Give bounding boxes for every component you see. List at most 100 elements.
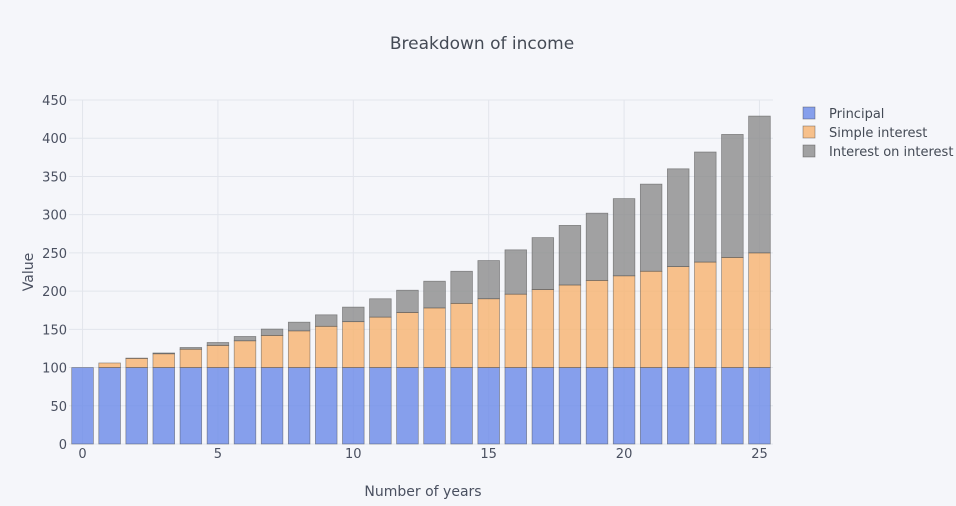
bar-principal[interactable] bbox=[612, 367, 636, 445]
bar-principal[interactable] bbox=[98, 367, 121, 445]
bar-simple-interest[interactable] bbox=[585, 280, 609, 368]
bar-principal[interactable] bbox=[531, 367, 555, 445]
bar-principal[interactable] bbox=[504, 367, 527, 445]
legend-swatch bbox=[802, 106, 816, 120]
bar-interest-on-interest[interactable] bbox=[585, 212, 609, 281]
bar-interest-on-interest[interactable] bbox=[179, 347, 203, 350]
bar-principal[interactable] bbox=[71, 367, 94, 445]
bar-principal[interactable] bbox=[260, 367, 284, 445]
bar-simple-interest[interactable] bbox=[315, 325, 338, 368]
y-tick-label: 150 bbox=[42, 323, 67, 338]
bar-interest-on-interest[interactable] bbox=[260, 328, 284, 336]
bar-interest-on-interest[interactable] bbox=[504, 249, 527, 295]
y-tick-label: 200 bbox=[42, 285, 67, 300]
bar-simple-interest[interactable] bbox=[287, 330, 311, 368]
bar-simple-interest[interactable] bbox=[477, 298, 500, 368]
bar-principal[interactable] bbox=[125, 367, 148, 445]
bar-simple-interest[interactable] bbox=[504, 293, 527, 368]
bar-simple-interest[interactable] bbox=[694, 261, 717, 368]
bar-principal[interactable] bbox=[585, 367, 609, 445]
bar-principal[interactable] bbox=[152, 367, 175, 445]
bar-principal[interactable] bbox=[477, 367, 500, 445]
bar-interest-on-interest[interactable] bbox=[531, 237, 555, 290]
y-tick-label: 250 bbox=[42, 247, 67, 262]
bar-interest-on-interest[interactable] bbox=[721, 134, 744, 258]
bar-principal[interactable] bbox=[639, 367, 663, 445]
bar-interest-on-interest[interactable] bbox=[612, 198, 636, 277]
bar-interest-on-interest[interactable] bbox=[694, 151, 717, 263]
bar-interest-on-interest[interactable] bbox=[639, 183, 663, 272]
bar-simple-interest[interactable] bbox=[152, 353, 175, 368]
x-tick-label: 15 bbox=[480, 447, 497, 462]
bar-principal[interactable] bbox=[369, 367, 392, 445]
bar-simple-interest[interactable] bbox=[423, 307, 446, 368]
legend-label: Interest on interest bbox=[829, 145, 953, 160]
bar-simple-interest[interactable] bbox=[396, 312, 419, 368]
legend-label: Simple interest bbox=[829, 126, 927, 141]
bar-interest-on-interest[interactable] bbox=[152, 352, 175, 355]
bar-simple-interest[interactable] bbox=[450, 302, 473, 368]
bar-simple-interest[interactable] bbox=[721, 257, 744, 368]
legend-swatch bbox=[802, 144, 816, 158]
bar-principal[interactable] bbox=[396, 367, 419, 445]
x-axis-ticks: 0 5 10 15 20 25 bbox=[78, 447, 767, 462]
bar-principal[interactable] bbox=[179, 367, 203, 445]
y-tick-label: 400 bbox=[42, 132, 67, 147]
bar-principal[interactable] bbox=[342, 367, 365, 445]
chart-title: Breakdown of income bbox=[390, 34, 574, 54]
legend[interactable]: Principal Simple interest Interest on inte… bbox=[802, 106, 953, 160]
bar-principal[interactable] bbox=[748, 367, 771, 445]
bar-principal[interactable] bbox=[558, 367, 582, 445]
bar-simple-interest[interactable] bbox=[125, 358, 148, 368]
bar-simple-interest[interactable] bbox=[98, 362, 121, 368]
bar-principal[interactable] bbox=[450, 367, 473, 445]
bar-interest-on-interest[interactable] bbox=[667, 168, 690, 267]
x-tick-label: 25 bbox=[751, 447, 768, 462]
bar-interest-on-interest[interactable] bbox=[748, 115, 771, 254]
bar-interest-on-interest[interactable] bbox=[369, 298, 392, 318]
bar-principal[interactable] bbox=[721, 367, 744, 445]
bar-interest-on-interest[interactable] bbox=[450, 270, 473, 304]
y-axis-ticks: 0 50 100 150 200 250 300 350 400 450 bbox=[42, 94, 67, 453]
bar-simple-interest[interactable] bbox=[667, 266, 690, 368]
bar-simple-interest[interactable] bbox=[531, 289, 555, 368]
legend-item-principal[interactable]: Principal bbox=[802, 106, 884, 122]
legend-item-simple-interest[interactable]: Simple interest bbox=[802, 125, 927, 141]
x-tick-label: 10 bbox=[345, 447, 362, 462]
x-tick-label: 20 bbox=[616, 447, 633, 462]
bar-interest-on-interest[interactable] bbox=[342, 306, 365, 323]
bar-simple-interest[interactable] bbox=[369, 316, 392, 368]
bar-simple-interest[interactable] bbox=[342, 321, 365, 368]
bar-simple-interest[interactable] bbox=[558, 284, 582, 368]
bar-principal[interactable] bbox=[667, 367, 690, 445]
bar-interest-on-interest[interactable] bbox=[287, 321, 311, 332]
bar-simple-interest[interactable] bbox=[260, 335, 284, 368]
bar-simple-interest[interactable] bbox=[206, 345, 230, 368]
legend-item-interest-on-interest[interactable]: Interest on interest bbox=[802, 144, 953, 160]
bar-interest-on-interest[interactable] bbox=[558, 225, 582, 286]
bar-interest-on-interest[interactable] bbox=[423, 280, 446, 309]
bar-simple-interest[interactable] bbox=[748, 252, 771, 368]
bar-interest-on-interest[interactable] bbox=[206, 342, 230, 346]
bar-principal[interactable] bbox=[206, 367, 230, 445]
bar-interest-on-interest[interactable] bbox=[233, 336, 257, 342]
bar-principal[interactable] bbox=[233, 367, 257, 445]
bar-principal[interactable] bbox=[287, 367, 311, 445]
bar-principal[interactable] bbox=[315, 367, 338, 445]
x-axis-title: Number of years bbox=[364, 484, 481, 500]
bar-interest-on-interest[interactable] bbox=[315, 314, 338, 327]
x-tick-label: 5 bbox=[214, 447, 222, 462]
bar-interest-on-interest[interactable] bbox=[396, 289, 419, 313]
bar-principal[interactable] bbox=[423, 367, 446, 445]
bar-simple-interest[interactable] bbox=[639, 270, 663, 368]
bar-interest-on-interest[interactable] bbox=[477, 260, 500, 300]
legend-label: Principal bbox=[829, 107, 884, 122]
bar-simple-interest[interactable] bbox=[612, 275, 636, 368]
y-tick-label: 0 bbox=[59, 438, 67, 453]
bar-simple-interest[interactable] bbox=[233, 340, 257, 368]
y-tick-label: 450 bbox=[42, 94, 67, 109]
y-tick-label: 100 bbox=[42, 362, 67, 377]
bar-simple-interest[interactable] bbox=[179, 348, 203, 368]
bar-principal[interactable] bbox=[694, 367, 717, 445]
